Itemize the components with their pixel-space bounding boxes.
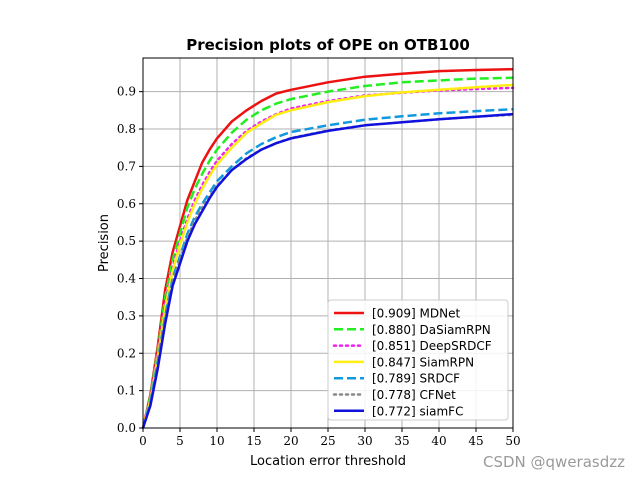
legend-label: [0.772] siamFC bbox=[372, 404, 463, 418]
legend: [0.909] MDNet [0.880] DaSiamRPN [0.851] De… bbox=[327, 299, 509, 421]
x-tick-label: 10 bbox=[209, 434, 224, 448]
legend-label: [0.778] CFNet bbox=[372, 388, 456, 402]
x-tick-label: 15 bbox=[246, 434, 261, 448]
legend-label: [0.909] MDNet bbox=[372, 307, 460, 321]
series-line-0 bbox=[141, 67, 514, 429]
series-line-3 bbox=[141, 83, 514, 429]
x-axis-label: Location error threshold bbox=[250, 454, 406, 469]
plot-lines bbox=[141, 67, 515, 430]
y-tick-label: 0.2 bbox=[117, 346, 136, 360]
x-axis-ticks: 0 5 10 15 20 25 30 35 40 45 50 bbox=[139, 428, 521, 448]
y-tick-label: 0.9 bbox=[117, 85, 136, 99]
y-tick-label: 0.0 bbox=[117, 421, 136, 435]
x-tick-label: 45 bbox=[468, 434, 483, 448]
x-tick-label: 5 bbox=[176, 434, 184, 448]
y-tick-label: 0.7 bbox=[117, 159, 136, 173]
x-tick-label: 50 bbox=[505, 434, 520, 448]
legend-label: [0.851] DeepSRDCF bbox=[372, 339, 492, 353]
x-tick-label: 35 bbox=[394, 434, 409, 448]
y-tick-label: 0.5 bbox=[117, 234, 136, 248]
legend-box bbox=[327, 299, 509, 421]
legend-label: [0.789] SRDCF bbox=[372, 372, 460, 386]
legend-label: [0.880] DaSiamRPN bbox=[372, 323, 491, 337]
x-tick-label: 20 bbox=[283, 434, 298, 448]
x-tick-label: 30 bbox=[357, 434, 372, 448]
y-tick-label: 0.4 bbox=[117, 272, 136, 286]
y-tick-label: 0.3 bbox=[117, 309, 136, 323]
x-tick-label: 25 bbox=[320, 434, 335, 448]
y-tick-label: 0.1 bbox=[117, 384, 136, 398]
watermark: CSDN @qwerasdzz bbox=[483, 453, 625, 471]
x-tick-label: 0 bbox=[139, 434, 147, 448]
chart-title: Precision plots of OPE on OTB100 bbox=[186, 36, 470, 54]
legend-label: [0.847] SiamRPN bbox=[372, 355, 474, 369]
y-axis-ticks: 0.0 0.1 0.2 0.3 0.4 0.5 0.6 0.7 0.8 0.9 bbox=[117, 85, 143, 435]
series-line-1 bbox=[141, 76, 514, 429]
y-axis-label: Precision bbox=[97, 214, 112, 272]
x-tick-label: 40 bbox=[431, 434, 446, 448]
y-tick-label: 0.6 bbox=[117, 197, 136, 211]
y-tick-label: 0.8 bbox=[117, 122, 136, 136]
series-line-6 bbox=[141, 112, 514, 429]
